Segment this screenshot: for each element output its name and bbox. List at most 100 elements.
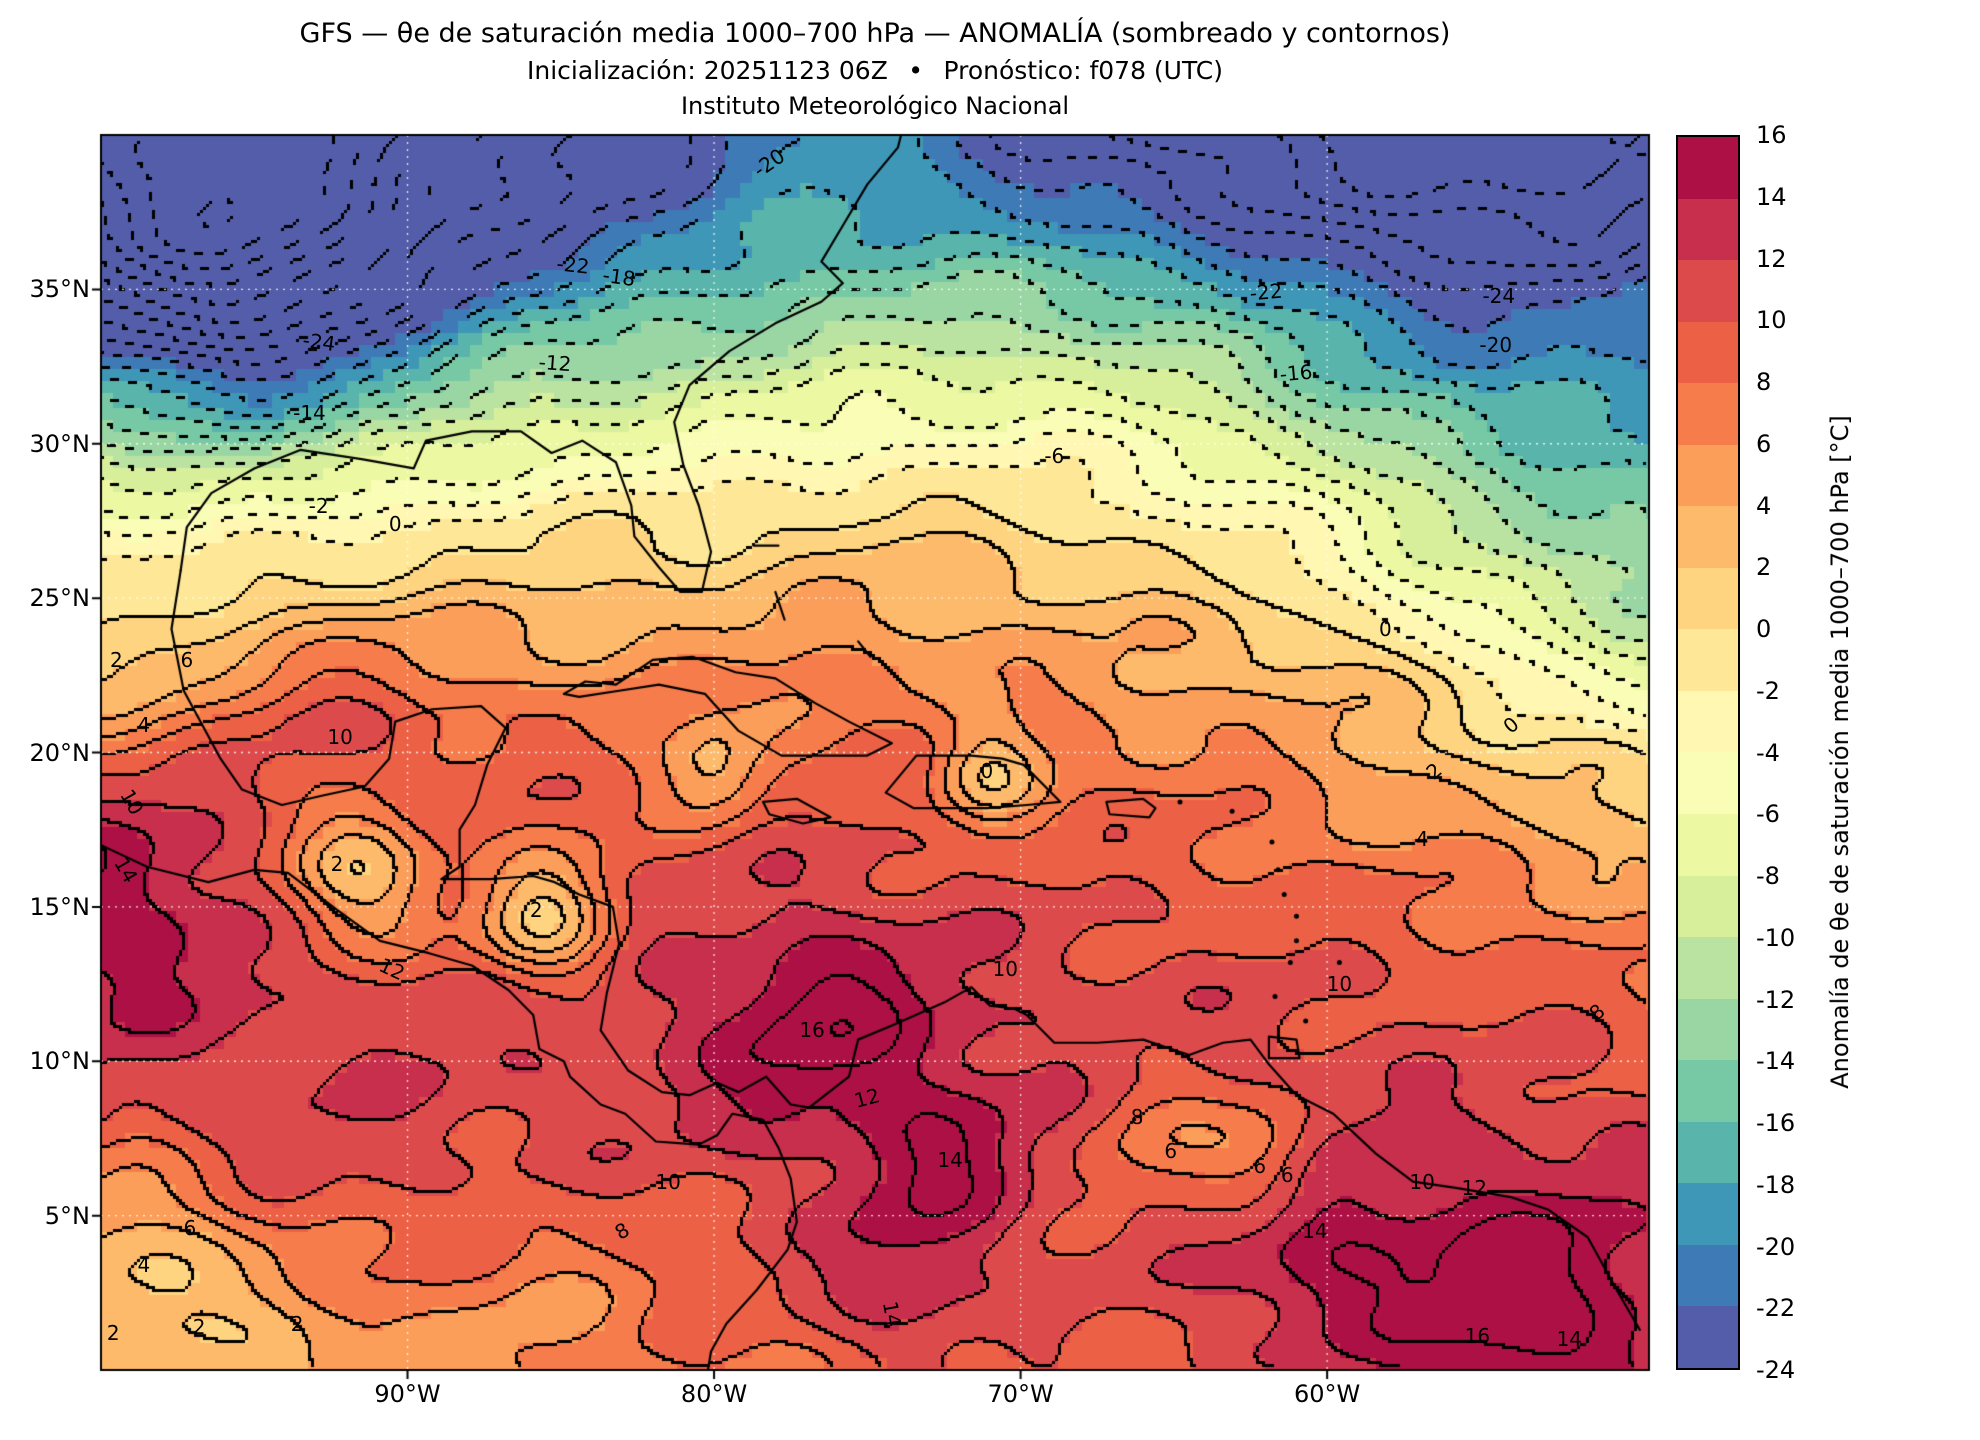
contour-label: 14 (937, 1148, 963, 1173)
contour-label: -24 (300, 327, 337, 357)
colorbar-segment (1678, 752, 1738, 815)
contour-label: 4 (137, 712, 151, 737)
colorbar-tick-label: 6 (1756, 429, 1772, 458)
chart-subtitle: Inicialización: 20251123 06Z • Pronóstic… (527, 56, 1223, 86)
colorbar-tick-label: 16 (1756, 121, 1787, 149)
contour-label: -22 (1248, 279, 1284, 306)
contour-label: 14 (1302, 1219, 1328, 1244)
colorbar-tick-label: -20 (1756, 1232, 1796, 1261)
colorbar-segment (1678, 998, 1738, 1061)
colorbar (1676, 135, 1740, 1370)
contour-label: 10 (992, 956, 1018, 981)
contour-label: 0 (980, 759, 994, 784)
colorbar-tick-label: -12 (1756, 985, 1796, 1014)
contour-label: 6 (183, 1215, 197, 1240)
title-block: GFS — θe de saturación media 1000–700 hP… (101, 16, 1649, 123)
contour-label: 8 (1130, 1104, 1144, 1129)
contour-label: -18 (601, 262, 637, 292)
contour-label: 2 (290, 1311, 304, 1336)
colorbar-segment (1678, 1306, 1738, 1368)
colorbar-segment (1678, 321, 1738, 384)
contour-label: 6 (180, 647, 194, 672)
contour-label: -2 (308, 493, 329, 518)
x-tick-label: 70°W (987, 1380, 1054, 1408)
contour-label: -14 (293, 400, 326, 425)
y-tick-label: 10°N (29, 1047, 91, 1076)
contour-label: 16 (1464, 1324, 1491, 1349)
colorbar-segment (1678, 1244, 1738, 1307)
contour-label: 12 (1461, 1175, 1487, 1200)
contour-label: 14 (1556, 1327, 1583, 1352)
colorbar-tick-label: -22 (1756, 1294, 1796, 1323)
colorbar-tick-label: 0 (1756, 615, 1772, 643)
contour-label: -24 (1482, 283, 1516, 308)
x-tick-label: 90°W (374, 1380, 441, 1408)
colorbar-segment (1678, 260, 1738, 322)
contour-label: 4 (137, 1253, 151, 1278)
colorbar-segment (1678, 1183, 1738, 1245)
colorbar-tick-label: 10 (1756, 306, 1787, 335)
colorbar-segment (1678, 444, 1738, 507)
contour-label: -22 (555, 251, 591, 279)
contour-label: 2 (106, 1320, 120, 1345)
colorbar-segment (1678, 1121, 1738, 1184)
colorbar-tick-label: -24 (1756, 1356, 1796, 1384)
colorbar-segment (1678, 814, 1738, 876)
colorbar-segment (1678, 937, 1738, 999)
colorbar-tick-label: -6 (1756, 800, 1780, 829)
x-tick-label: 80°W (680, 1380, 748, 1408)
colorbar-segment (1678, 506, 1738, 568)
contour-label: 0 (388, 512, 402, 537)
contour-label: 10 (655, 1169, 681, 1194)
colorbar-segment (1678, 567, 1738, 630)
y-tick-label: 15°N (29, 892, 91, 921)
contour-label: 2 (330, 851, 344, 876)
contour-label: -16 (1279, 359, 1314, 387)
contour-label: 10 (1326, 972, 1353, 997)
contour-label: 10 (1409, 1169, 1435, 1194)
y-tick-label: 30°N (29, 429, 91, 458)
colorbar-segment (1678, 1060, 1738, 1122)
colorbar-tick-label: -14 (1756, 1047, 1796, 1076)
colorbar-segment (1678, 198, 1738, 261)
contour-label: 0 (1379, 617, 1392, 641)
colorbar-tick-label: 14 (1756, 182, 1787, 211)
chart-institution: Instituto Meteorológico Nacional (680, 92, 1070, 121)
colorbar-tick-label: -16 (1756, 1109, 1796, 1137)
chart-title: GFS — θe de saturación media 1000–700 hP… (299, 18, 1451, 49)
colorbar-tick-label: -10 (1756, 923, 1796, 952)
y-tick-label: 35°N (29, 275, 91, 304)
contour-label: 4 (1415, 826, 1429, 851)
y-tick-label: 20°N (29, 738, 91, 767)
colorbar-segment (1678, 629, 1738, 691)
contour-label: 16 (799, 1018, 825, 1043)
colorbar-tick-label: 12 (1756, 244, 1787, 273)
contour-label: 2 (192, 1314, 206, 1339)
contour-label: 2 (109, 647, 123, 672)
contour-label: -20 (1479, 332, 1513, 357)
contour-label: 2 (529, 897, 543, 922)
colorbar-segment (1678, 137, 1738, 199)
contour-label: 6 (1253, 1154, 1267, 1179)
colorbar-segment (1678, 875, 1738, 938)
contour-label: 6 (1164, 1138, 1178, 1163)
colorbar-tick-label: 4 (1756, 491, 1772, 520)
contour-label: 14 (877, 1299, 906, 1330)
x-tick-label: 60°W (1293, 1380, 1361, 1408)
y-tick-label: 25°N (29, 584, 91, 613)
colorbar-tick-label: -2 (1756, 676, 1780, 705)
colorbar-tick-label: -4 (1756, 738, 1780, 767)
colorbar-tick-label: -8 (1756, 862, 1780, 890)
contour-label: -12 (537, 350, 572, 377)
contour-label: 10 (327, 725, 353, 750)
contour-label: 6 (1280, 1163, 1294, 1188)
colorbar-tick-label: 2 (1756, 553, 1772, 582)
contour-label: -6 (1044, 444, 1065, 469)
y-tick-label: 5°N (44, 1201, 90, 1230)
colorbar-label: Anomalía de θe de saturación media 1000–… (1826, 415, 1854, 1089)
colorbar-tick-label: 8 (1756, 368, 1772, 396)
colorbar-segment (1678, 690, 1738, 753)
colorbar-segment (1678, 383, 1738, 445)
